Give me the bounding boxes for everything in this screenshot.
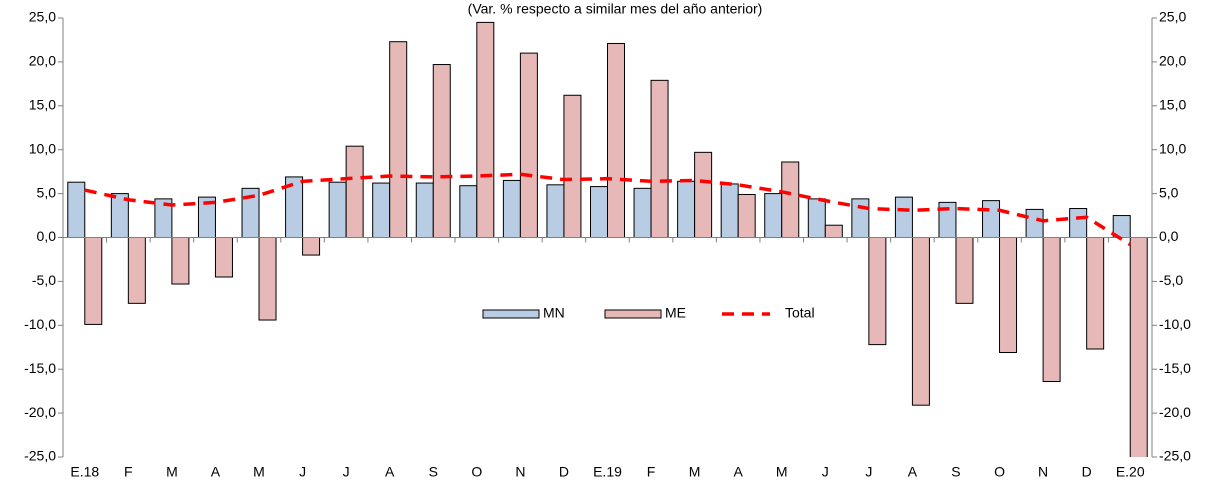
bar [650,79,669,238]
bar [476,21,495,238]
legend-swatch [482,309,540,319]
bar [764,193,783,239]
x-tick-label: N [515,464,525,480]
y2-tick-label: 25,0 [1159,9,1186,25]
x-tick-label: F [647,464,656,480]
y-tick-label: 0,0 [37,228,57,244]
x-tick-label: J [343,464,350,480]
chart-title: (Var. % respecto a similar mes del año a… [468,1,763,17]
bar [519,52,538,239]
bar [302,237,321,256]
bar [807,198,826,238]
bar [1042,237,1061,382]
bar [851,198,870,238]
x-tick-label: M [689,464,701,480]
x-tick-label: M [166,464,178,480]
x-tick-label: E.20 [1116,464,1145,480]
x-tick-label: J [299,464,306,480]
bar [1129,237,1148,457]
bar [607,42,625,238]
x-tick-label: S [951,464,960,480]
bar [633,187,652,238]
legend-label: MN [543,305,565,321]
bar [171,237,190,285]
bar [982,200,1001,238]
legend-swatch [604,309,662,319]
line [84,172,1132,247]
bar [84,237,103,325]
y-tick-label: -5,0 [32,272,56,288]
y2-tick-label: 20,0 [1159,53,1186,69]
bar [432,64,451,238]
x-tick-label: D [559,464,569,480]
bar [694,151,713,238]
bar [502,179,521,238]
bar [955,237,974,304]
bar [546,184,565,239]
y2-tick-label: -10,0 [1159,316,1191,332]
y2-tick-label: 15,0 [1159,97,1186,113]
bar [781,161,800,239]
bar [415,182,434,238]
x-tick-label: S [429,464,438,480]
y2-tick-label: 10,0 [1159,140,1186,156]
bar [1086,237,1105,350]
plot-area [67,21,1148,457]
x-tick-label: F [124,464,133,480]
bar [563,94,582,238]
bar [214,237,233,278]
y-tick-label: -25,0 [24,448,56,464]
x-tick-label: M [776,464,788,480]
bar [328,181,347,239]
y2-tick-label: -15,0 [1159,360,1191,376]
x-tick-label: A [211,464,221,480]
bar [868,237,887,346]
bar [127,237,146,304]
legend-label: ME [665,305,686,321]
x-tick-label: D [1082,464,1092,480]
bar [590,186,608,239]
x-tick-label: M [253,464,265,480]
bar [345,145,364,238]
y-tick-label: 10,0 [29,140,56,156]
bar [999,237,1018,354]
y2-tick-label: -25,0 [1159,448,1191,464]
y2-tick-label: -20,0 [1159,404,1191,420]
x-tick-label: O [471,464,482,480]
y-tick-label: 15,0 [29,97,56,113]
bar [1069,208,1088,239]
bar [258,237,277,321]
y-tick-label: 20,0 [29,53,56,69]
bar [720,183,739,238]
y2-tick-label: 5,0 [1159,184,1179,200]
x-tick-label: O [994,464,1005,480]
bar [389,41,408,239]
bar [677,180,696,238]
x-tick-label: A [908,464,918,480]
legend-label: Total [785,305,815,321]
bar [1025,208,1044,239]
y-tick-label: -10,0 [24,316,56,332]
x-tick-label: A [385,464,395,480]
bar [824,224,843,238]
x-tick-label: J [822,464,829,480]
y2-tick-label: -5,0 [1159,272,1183,288]
bar [372,182,391,238]
x-tick-label: A [734,464,744,480]
x-tick-label: N [1038,464,1048,480]
x-tick-label: J [865,464,872,480]
y2-tick-label: 0,0 [1159,228,1179,244]
y-tick-label: 25,0 [29,9,56,25]
y-tick-label: 5,0 [37,184,57,200]
y-tick-label: -20,0 [24,404,56,420]
bar [911,237,930,406]
bar [737,193,756,238]
x-tick-label: E.18 [70,464,99,480]
bar [459,185,478,238]
bar [894,196,913,238]
y-tick-label: -15,0 [24,360,56,376]
x-tick-label: E.19 [593,464,622,480]
bar [67,181,86,239]
